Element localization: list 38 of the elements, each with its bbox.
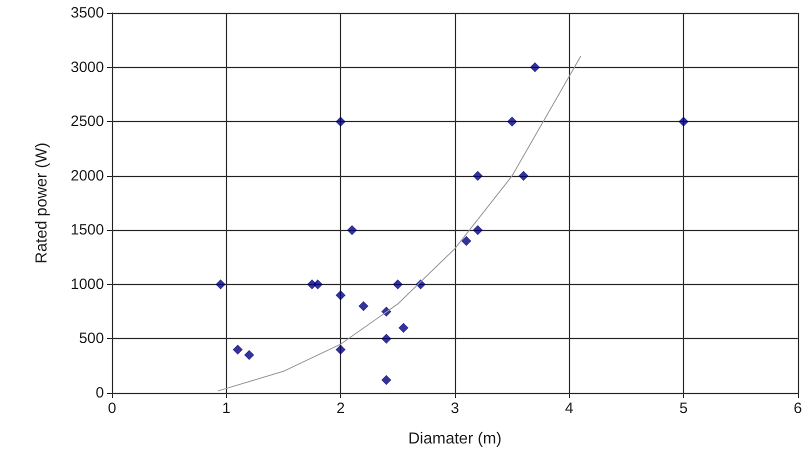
y-tick-label: 2500 xyxy=(70,113,104,130)
point xyxy=(381,374,392,385)
x-tick-label: 4 xyxy=(565,400,574,417)
point xyxy=(472,225,483,236)
point xyxy=(461,236,472,246)
point xyxy=(530,62,540,72)
point xyxy=(336,344,346,355)
y-axis-title: Rated power (W) xyxy=(34,142,50,264)
point xyxy=(678,116,689,127)
x-tick-label: 6 xyxy=(794,400,802,417)
point xyxy=(518,170,528,181)
x-tick-label: 2 xyxy=(336,400,345,417)
point xyxy=(232,344,243,355)
point xyxy=(216,279,226,290)
point xyxy=(398,322,408,333)
point xyxy=(472,170,483,181)
point xyxy=(336,290,346,300)
point xyxy=(347,225,358,236)
x-tick-label: 3 xyxy=(450,400,460,417)
y-tick-label: 1500 xyxy=(70,222,104,239)
x-tick-label: 5 xyxy=(679,400,688,417)
point xyxy=(507,116,518,127)
y-tick-label: 500 xyxy=(78,330,104,348)
y-tick-label: 2000 xyxy=(70,167,104,184)
y-tick-label: 1000 xyxy=(70,276,104,293)
point xyxy=(244,350,254,360)
line-series xyxy=(218,56,582,392)
y-tick-label: 3500 xyxy=(70,4,104,22)
point xyxy=(312,279,323,290)
point xyxy=(392,279,403,290)
x-tick-label: 0 xyxy=(108,400,116,417)
point xyxy=(381,334,392,344)
point xyxy=(358,301,368,312)
y-tick-label: 3000 xyxy=(70,58,104,76)
y-tick-label: 0 xyxy=(96,384,104,402)
point xyxy=(336,116,346,127)
x-tick-label: 1 xyxy=(222,400,230,417)
x-axis-title: Diamater (m) xyxy=(408,430,502,448)
